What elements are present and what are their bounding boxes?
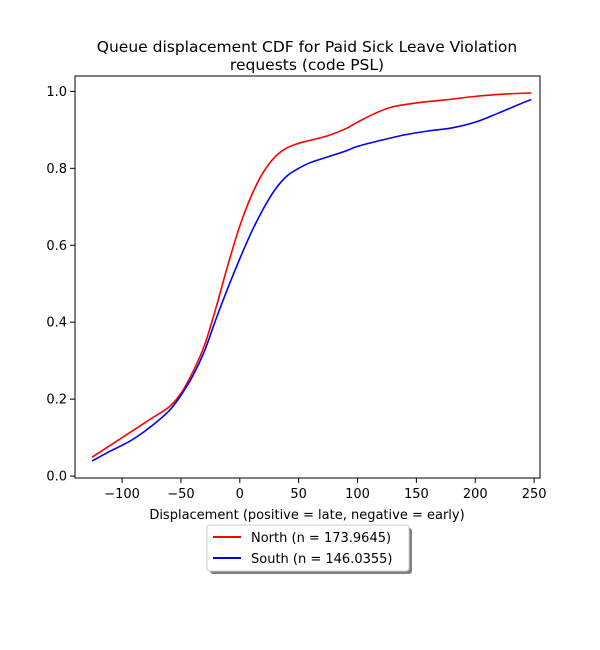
y-axis: 0.0 0.2 0.4 0.6 0.8 1.0 [46, 85, 75, 485]
chart-title-line-2: requests (code PSL) [230, 56, 384, 74]
legend-label: South (n = 146.0355) [251, 552, 392, 567]
x-tick-label: −50 [167, 487, 194, 502]
x-axis-label: Displacement (positive = late, negative … [149, 508, 464, 523]
plot-frame [74, 75, 541, 479]
x-tick-label: 200 [463, 487, 488, 502]
x-tick-label: 50 [290, 487, 307, 502]
series-line-north [91, 92, 532, 458]
x-axis: −100 −50 0 50 100 150 200 250 [104, 478, 547, 502]
y-tick-label: 0.6 [46, 239, 67, 254]
plot-area [91, 92, 532, 462]
y-tick-label: 0.0 [46, 470, 67, 485]
chart-title-line-1: Queue displacement CDF for Paid Sick Lea… [97, 38, 517, 56]
x-tick-label: 250 [522, 487, 547, 502]
x-tick-label: −100 [104, 487, 140, 502]
y-tick-label: 1.0 [46, 85, 67, 100]
legend-box [206, 524, 410, 572]
series-line-south [91, 99, 532, 462]
x-tick-label: 0 [236, 487, 244, 502]
y-tick-label: 0.2 [46, 393, 67, 408]
x-tick-label: 100 [345, 487, 370, 502]
x-tick-label: 150 [404, 487, 429, 502]
y-tick-label: 0.4 [46, 316, 67, 331]
legend-label: North (n = 173.9645) [251, 531, 391, 546]
legend: North (n = 173.9645) South (n = 146.0355) [206, 524, 412, 574]
y-tick-label: 0.8 [46, 162, 67, 177]
